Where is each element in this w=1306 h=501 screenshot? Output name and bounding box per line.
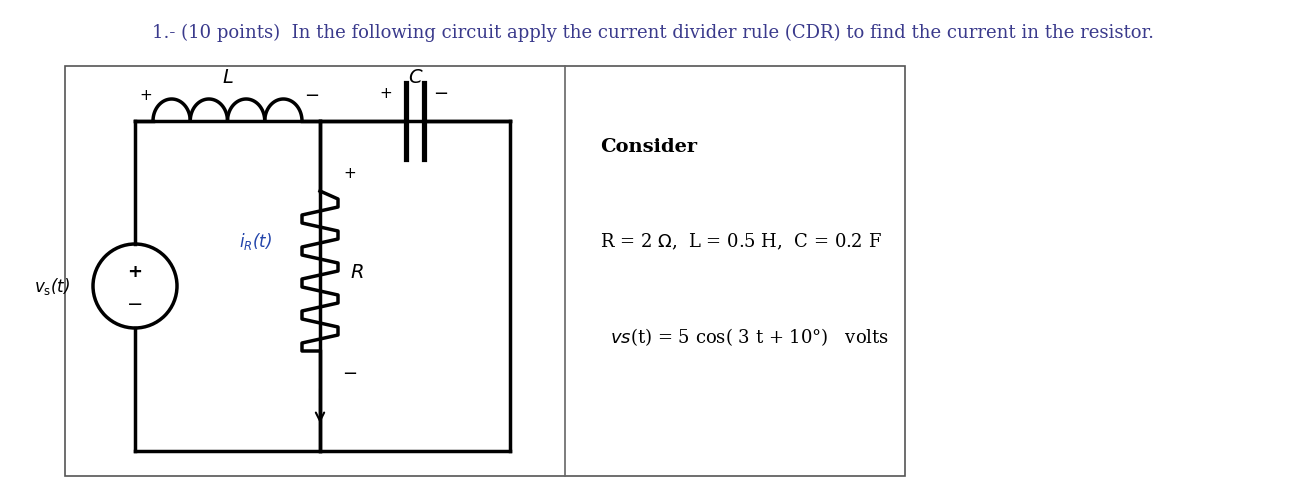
Text: −: −	[342, 364, 358, 382]
Text: $v_{\rm s}$(t): $v_{\rm s}$(t)	[34, 276, 71, 297]
Text: −: −	[434, 85, 448, 103]
Text: +: +	[380, 86, 392, 101]
Text: 1.- (10 points)  In the following circuit apply the current divider rule (CDR) t: 1.- (10 points) In the following circuit…	[151, 24, 1155, 42]
Text: +: +	[140, 88, 153, 103]
Text: $i_R$(t): $i_R$(t)	[239, 231, 272, 252]
Text: L: L	[222, 68, 232, 87]
Text: $\it{vs}$(t) = 5 cos( 3 t + 10°)   volts: $\it{vs}$(t) = 5 cos( 3 t + 10°) volts	[610, 326, 889, 347]
Text: +: +	[128, 263, 142, 281]
Text: Consider: Consider	[599, 138, 697, 156]
Text: +: +	[343, 166, 357, 181]
Text: R: R	[350, 262, 363, 281]
Text: C: C	[409, 68, 422, 87]
Bar	[65, 67, 905, 476]
Text: −: −	[127, 295, 144, 314]
Text: R = 2 $\Omega$,  L = 0.5 H,  C = 0.2 F: R = 2 $\Omega$, L = 0.5 H, C = 0.2 F	[599, 231, 882, 252]
Text: −: −	[304, 87, 320, 105]
